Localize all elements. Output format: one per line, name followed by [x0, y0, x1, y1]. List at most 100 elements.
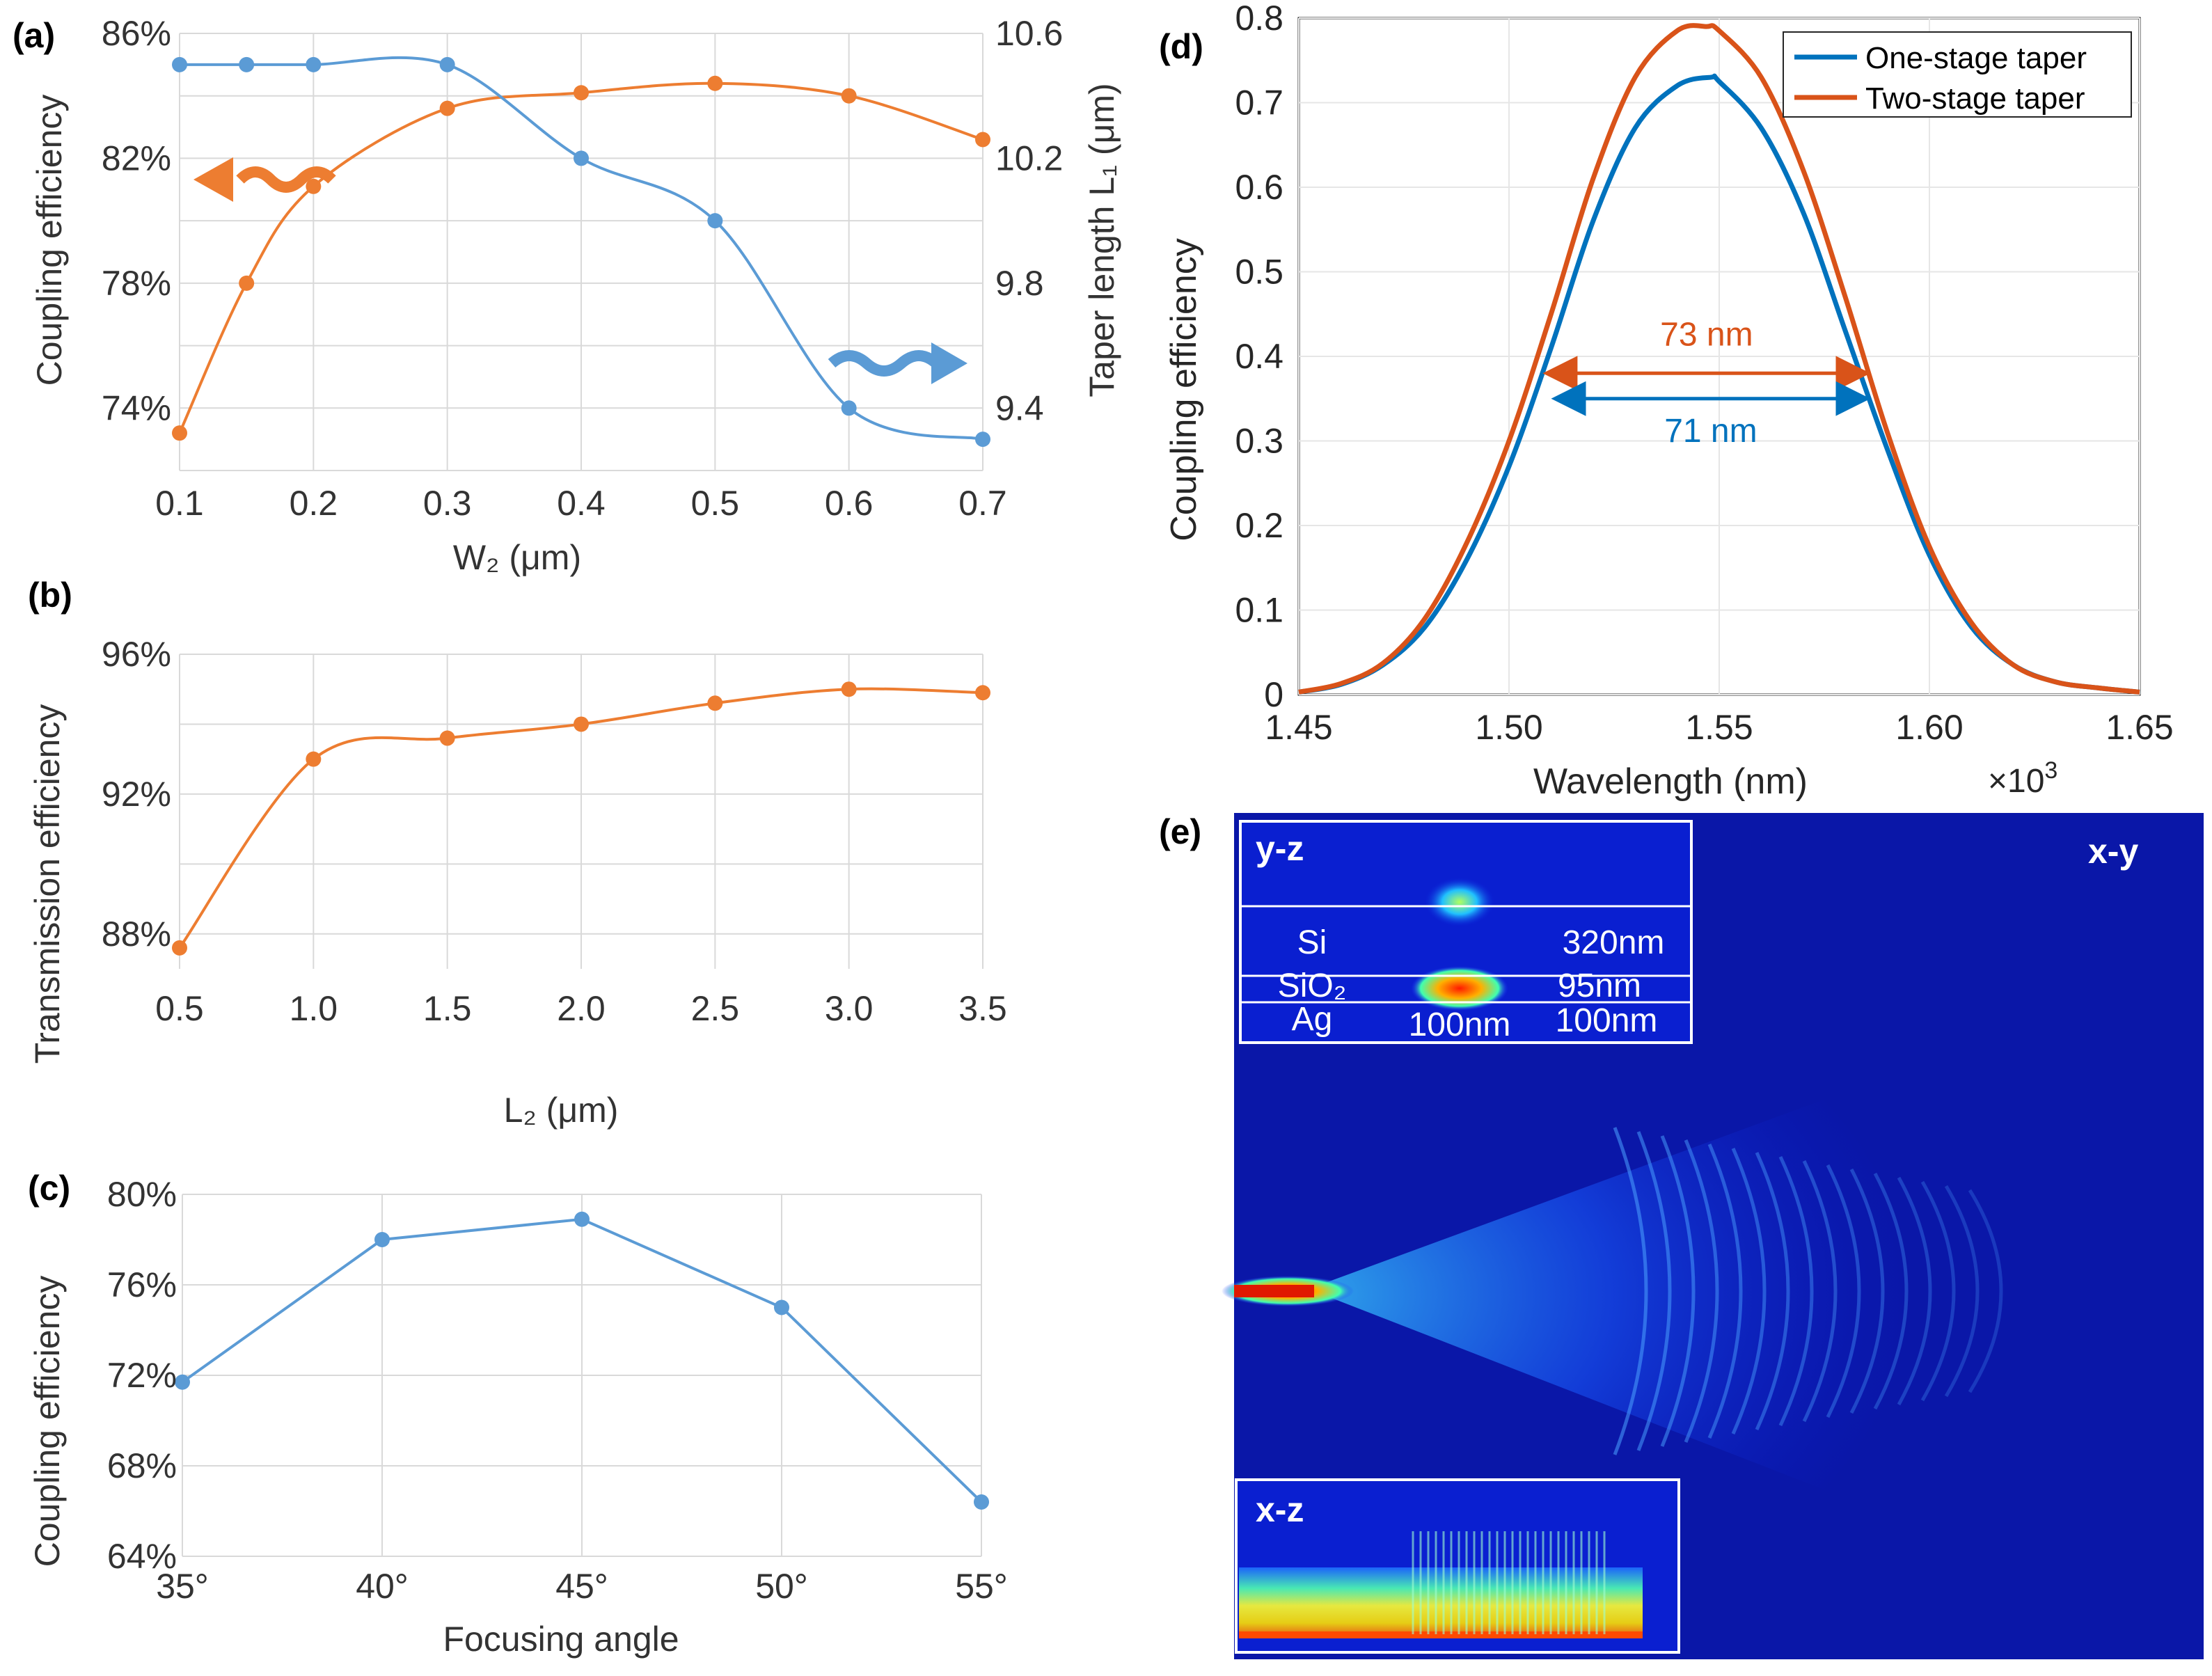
- chart-a-ylabel: Coupling efficiency: [30, 95, 69, 386]
- gap-width-label: 100nm: [1409, 1006, 1511, 1043]
- x-tick-label: 0.4: [557, 484, 606, 523]
- y-tick-label-left: 82%: [102, 139, 171, 177]
- y-tick-label: 0.7: [1235, 84, 1283, 122]
- fringe-arc: [1826, 1164, 1861, 1418]
- y-tick-label: 0.2: [1235, 506, 1283, 545]
- fringe-arc: [1802, 1160, 1838, 1423]
- data-point: [841, 681, 857, 697]
- ag-thickness-label: 100nm: [1556, 1002, 1658, 1039]
- x-tick-label: 3.0: [825, 989, 874, 1028]
- beam-cone: [1309, 1100, 1914, 1489]
- fringe-arc: [1660, 1135, 1696, 1447]
- chart-a-series: [172, 56, 990, 448]
- chart-b-xlabel: L₂ (μm): [504, 1091, 619, 1130]
- x-tick-label: 2.0: [557, 989, 606, 1028]
- x-tick-label: 3.5: [958, 989, 1007, 1028]
- inset-yz-mode-top: [1425, 878, 1494, 926]
- chart-d-series: [1298, 23, 2140, 695]
- y-tick-label: 0.5: [1235, 253, 1283, 292]
- panel-b: (b) 0.5 1.0 1.5 2.0 2.5 3.0 3.5 88% 92% 96% L₂ (μ…: [28, 576, 1007, 1130]
- inset-yz-mode-gap: [1411, 966, 1508, 1011]
- y-tick-label: 0.4: [1235, 337, 1283, 376]
- layer-si-label: Si: [1297, 924, 1327, 961]
- chart-d-grid: [1298, 17, 2140, 695]
- data-point: [306, 751, 322, 767]
- data-point: [975, 132, 990, 148]
- chart-b-ylabel: Transmission efficiency: [28, 704, 67, 1064]
- legend-label-one-stage: One-stage taper: [1865, 41, 2087, 75]
- y-tick-label: 0.6: [1235, 168, 1283, 207]
- x-tick-label: 50°: [755, 1567, 808, 1606]
- data-point: [175, 1374, 190, 1390]
- y-tick-label: 80%: [107, 1175, 177, 1214]
- x-tick-label: 1.5: [423, 989, 472, 1028]
- inset-yz-label: y-z: [1256, 829, 1304, 868]
- panel-label-e: (e): [1159, 812, 1201, 851]
- data-point: [774, 1299, 789, 1315]
- x-tick-label: 0.1: [155, 484, 204, 523]
- y-tick-label-right: 10.6: [995, 14, 1063, 53]
- y-tick-label: 0.3: [1235, 422, 1283, 461]
- panel-e: (e) x-y y-z Si SiO₂ Ag 320nm 95nm 100nm …: [1159, 812, 2204, 1659]
- y-tick-label: 72%: [107, 1356, 177, 1395]
- x-tick-label: 1.50: [1475, 708, 1542, 747]
- chart-d-annotations: 73 nm 71 nm: [1542, 316, 1871, 450]
- data-point: [707, 213, 723, 229]
- x-tick-label: 55°: [955, 1567, 1008, 1606]
- data-point: [439, 56, 455, 72]
- data-point: [306, 56, 322, 72]
- left-axis-arrow-icon: [193, 157, 336, 202]
- chart-d-ylabel: Coupling efficiency: [1164, 238, 1204, 541]
- data-point: [172, 56, 187, 72]
- panel-a: (a) 0.1 0.2 0.3 0.4 0.5 0.6 0.7 74% 78% 82% 86% 9.4…: [13, 14, 1121, 577]
- y-tick-label: 64%: [107, 1537, 177, 1576]
- panel-label-b: (b): [28, 576, 72, 615]
- data-point: [574, 150, 589, 166]
- chart-d-x-multiplier-exp: 3: [2044, 757, 2057, 784]
- chart-b-series: [172, 681, 990, 956]
- data-point: [439, 100, 455, 116]
- x-tick-label: 1.55: [1685, 708, 1753, 747]
- chart-c-ticks: 35° 40° 45° 50° 55° 64% 68% 72% 76% 80%: [107, 1175, 1008, 1606]
- fringe-arc: [1755, 1151, 1790, 1431]
- panel-d: (d) 1.45 1.50 1.55 1.60 1.65 0 0.1 0.2 0.3 0.4 0.5…: [1159, 0, 2174, 802]
- data-point: [239, 275, 255, 291]
- y-tick-label: 68%: [107, 1446, 177, 1485]
- x-tick-label: 1.60: [1895, 708, 1963, 747]
- fringe-arc: [1849, 1168, 1885, 1414]
- legend-box: [1783, 31, 2132, 118]
- data-point: [574, 85, 589, 101]
- fringe-arc: [1897, 1176, 1932, 1406]
- waveguide-core: [1234, 1285, 1314, 1297]
- data-point: [841, 88, 857, 104]
- data-point: [239, 56, 255, 72]
- fringe-arc: [1873, 1172, 1909, 1410]
- inset-xz-metal-edge: [1239, 1631, 1643, 1638]
- data-point: [841, 400, 857, 416]
- fringe-arc: [1707, 1144, 1743, 1439]
- y-tick-label-right: 9.8: [995, 264, 1044, 303]
- y-tick-label: 0.8: [1235, 0, 1283, 38]
- right-axis-arrow-icon: [828, 342, 967, 384]
- x-tick-label: 0.3: [423, 484, 472, 523]
- inset-yz: y-z Si SiO₂ Ag 320nm 95nm 100nm 100nm: [1239, 820, 1693, 1044]
- inset-xz-label: x-z: [1256, 1490, 1304, 1529]
- inset-xz-field-band: [1239, 1567, 1643, 1637]
- data-point: [975, 432, 990, 448]
- panel-label-a: (a): [13, 16, 55, 55]
- data-point: [374, 1232, 390, 1247]
- data-point: [172, 425, 187, 441]
- series-line-1: [1298, 23, 2140, 695]
- y-tick-label: 96%: [102, 635, 171, 674]
- layer-ag-label: Ag: [1292, 1001, 1333, 1038]
- panel-label-c: (c): [28, 1169, 70, 1208]
- chart-c-grid: [182, 1194, 982, 1557]
- data-point: [574, 716, 589, 732]
- fringe-arc: [1613, 1127, 1648, 1455]
- x-tick-label: 0.5: [691, 484, 740, 523]
- fringe-arc: [1968, 1189, 2003, 1393]
- data-point: [707, 75, 723, 91]
- fringe-arc: [1920, 1180, 1956, 1402]
- x-tick-label: 0.7: [958, 484, 1007, 523]
